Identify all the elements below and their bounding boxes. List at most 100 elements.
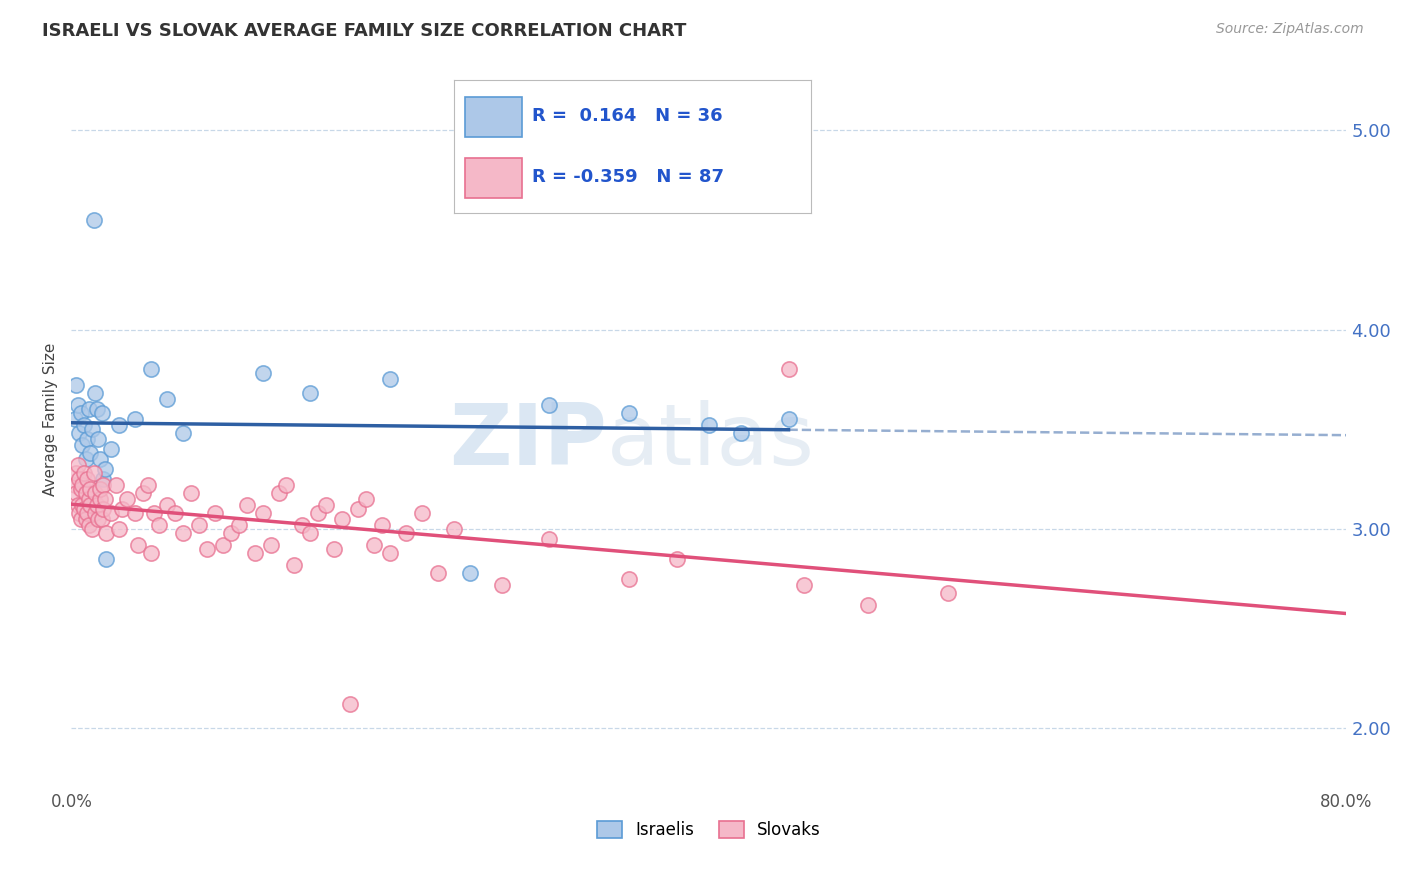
Point [697, 418, 720, 433]
Point [443, 522, 465, 536]
Point [79, 482, 101, 496]
Point [75, 452, 97, 467]
Point [108, 418, 131, 433]
Point [139, 546, 162, 560]
Point [235, 498, 257, 512]
Point [89, 452, 111, 467]
Point [63, 478, 86, 492]
Point [89, 482, 111, 496]
Point [252, 506, 274, 520]
Point [291, 517, 314, 532]
Text: atlas: atlas [607, 400, 815, 483]
Point [228, 517, 250, 532]
Point [79, 446, 101, 460]
Point [70, 406, 93, 420]
Point [778, 362, 800, 376]
Point [63, 412, 86, 426]
Point [77, 402, 100, 417]
Point [538, 532, 561, 546]
Point [378, 372, 401, 386]
Point [136, 478, 159, 492]
Point [84, 486, 107, 500]
Point [276, 478, 298, 492]
Point [411, 506, 433, 520]
Point [323, 541, 346, 556]
Point [127, 538, 149, 552]
Point [86, 402, 108, 417]
Point [100, 442, 122, 457]
Point [180, 486, 202, 500]
Point [70, 482, 93, 496]
Point [936, 585, 959, 599]
Point [73, 418, 96, 433]
Point [91, 502, 114, 516]
Point [108, 522, 131, 536]
Point [65, 378, 87, 392]
Point [778, 412, 800, 426]
Point [143, 506, 166, 520]
Point [75, 512, 97, 526]
Point [252, 367, 274, 381]
Point [793, 577, 815, 591]
Point [307, 506, 329, 520]
Point [172, 525, 194, 540]
Point [90, 406, 112, 420]
Point [124, 412, 146, 426]
Point [67, 426, 90, 441]
Point [187, 517, 209, 532]
Point [96, 551, 118, 566]
Point [90, 512, 112, 526]
Point [72, 498, 94, 512]
Point [72, 438, 94, 452]
Point [84, 506, 107, 520]
Point [156, 392, 179, 407]
Point [94, 491, 117, 506]
Point [172, 426, 194, 441]
Point [665, 551, 688, 566]
Point [65, 466, 87, 480]
Text: ISRAELI VS SLOVAK AVERAGE FAMILY SIZE CORRELATION CHART: ISRAELI VS SLOVAK AVERAGE FAMILY SIZE CO… [42, 22, 686, 40]
Point [73, 466, 96, 480]
Point [104, 478, 127, 492]
Point [66, 498, 89, 512]
Point [267, 486, 290, 500]
Point [115, 491, 138, 506]
Point [77, 517, 100, 532]
Point [354, 491, 377, 506]
Point [617, 406, 640, 420]
Point [363, 538, 385, 552]
Point [80, 422, 103, 436]
Point [395, 525, 418, 540]
Point [94, 462, 117, 476]
Point [148, 517, 170, 532]
Point [84, 386, 107, 401]
Y-axis label: Average Family Size: Average Family Size [44, 343, 58, 496]
Point [73, 502, 96, 516]
Point [76, 506, 98, 520]
Point [83, 213, 105, 227]
Legend: Israelis, Slovaks: Israelis, Slovaks [591, 814, 828, 846]
Point [100, 506, 122, 520]
Point [75, 486, 97, 500]
Point [371, 517, 394, 532]
Point [204, 506, 226, 520]
Point [67, 506, 90, 520]
Point [259, 538, 281, 552]
Point [91, 472, 114, 486]
Point [66, 458, 89, 472]
Point [96, 525, 118, 540]
Point [283, 558, 305, 572]
Point [79, 498, 101, 512]
Point [211, 538, 233, 552]
Point [124, 506, 146, 520]
Text: ZIP: ZIP [449, 400, 607, 483]
Point [77, 491, 100, 506]
Point [195, 541, 218, 556]
Point [347, 502, 370, 516]
Point [132, 486, 155, 500]
Point [315, 498, 337, 512]
Point [67, 472, 90, 486]
Point [299, 525, 322, 540]
Point [91, 478, 114, 492]
Point [163, 506, 186, 520]
